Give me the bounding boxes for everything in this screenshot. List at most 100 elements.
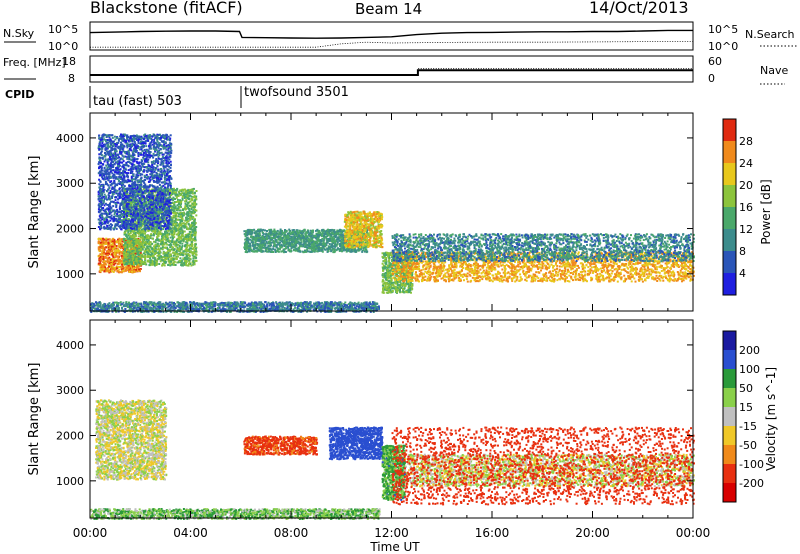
range-cell	[154, 174, 157, 177]
range-cell	[100, 168, 103, 171]
range-cell	[133, 154, 136, 157]
range-cell	[99, 264, 102, 267]
range-cell	[152, 234, 155, 237]
range-cell	[128, 251, 131, 254]
range-cell	[188, 230, 191, 233]
range-cell	[142, 223, 145, 225]
range-cell	[142, 202, 145, 205]
range-cell	[104, 266, 106, 269]
range-cell	[173, 211, 176, 214]
range-cell	[188, 207, 190, 210]
range-cell	[118, 169, 121, 172]
range-cell	[164, 241, 167, 244]
range-cell	[162, 192, 165, 195]
range-cell	[158, 249, 161, 252]
range-cell	[185, 256, 188, 259]
range-cell	[168, 220, 171, 223]
range-cell	[188, 244, 191, 247]
range-cell	[149, 253, 152, 256]
range-cell	[181, 245, 184, 247]
range-cell	[115, 196, 118, 199]
range-cell	[125, 239, 128, 242]
range-cell	[169, 236, 172, 239]
range-cell	[144, 202, 147, 205]
range-cell	[193, 252, 196, 254]
range-cell	[130, 263, 133, 266]
range-cell	[116, 258, 119, 261]
range-cell	[163, 176, 166, 179]
range-cell	[100, 237, 102, 240]
range-cell	[111, 164, 114, 166]
range-cell	[133, 230, 136, 232]
range-cell	[123, 200, 126, 203]
range-cell	[138, 148, 141, 151]
range-cell	[164, 228, 167, 230]
range-cell	[164, 260, 166, 263]
range-cell	[195, 256, 198, 259]
range-cell	[99, 243, 102, 246]
range-cell	[101, 207, 103, 210]
range-cell	[107, 244, 110, 247]
range-cell	[99, 185, 102, 188]
range-cell	[149, 199, 152, 202]
range-cell	[163, 235, 166, 238]
range-cell	[106, 147, 109, 150]
range-cell	[182, 252, 185, 255]
range-cell	[155, 233, 158, 236]
range-cell	[158, 179, 161, 182]
range-cell	[119, 214, 122, 217]
range-cell	[111, 260, 114, 263]
range-cell	[142, 252, 145, 255]
range-cell	[156, 194, 159, 197]
range-cell	[139, 242, 142, 245]
range-cell	[103, 173, 106, 176]
range-cell	[139, 204, 141, 207]
range-cell	[186, 195, 189, 198]
range-cell	[194, 233, 196, 236]
range-cell	[133, 137, 136, 140]
range-cell	[140, 260, 143, 263]
range-cell	[162, 167, 165, 170]
range-cell	[104, 172, 107, 175]
range-cell	[111, 249, 114, 252]
range-cell	[191, 251, 194, 254]
range-cell	[189, 257, 192, 260]
range-cell	[138, 187, 140, 190]
range-cell	[103, 250, 105, 253]
range-cell	[151, 230, 154, 233]
range-cell	[164, 202, 167, 205]
range-cell	[188, 211, 191, 213]
range-cell	[123, 181, 126, 184]
range-cell	[188, 254, 191, 257]
range-cell	[193, 250, 196, 253]
range-cell	[122, 150, 125, 153]
range-cell	[150, 141, 153, 143]
range-cell	[166, 246, 169, 249]
range-cell	[142, 230, 145, 232]
range-cell	[112, 227, 115, 230]
range-cell	[116, 161, 119, 164]
range-cell	[177, 195, 180, 197]
range-cell	[147, 200, 150, 203]
range-cell	[121, 180, 124, 183]
range-cell	[189, 263, 192, 265]
range-cell	[194, 238, 197, 240]
range-cell	[119, 195, 121, 198]
range-cell	[113, 187, 116, 190]
range-cell	[170, 230, 173, 233]
range-cell	[160, 247, 162, 250]
range-cell	[161, 238, 164, 241]
range-cell	[149, 245, 152, 248]
range-cell	[127, 240, 130, 242]
range-cell	[106, 177, 109, 180]
range-cell	[133, 187, 136, 190]
range-cell	[141, 216, 144, 219]
range-cell	[134, 270, 137, 273]
range-cell	[141, 224, 144, 227]
range-cell	[189, 233, 192, 236]
range-cell	[179, 204, 182, 207]
range-cell	[186, 258, 188, 260]
range-cell	[166, 240, 169, 243]
range-cell	[166, 212, 169, 215]
range-cell	[169, 240, 172, 243]
